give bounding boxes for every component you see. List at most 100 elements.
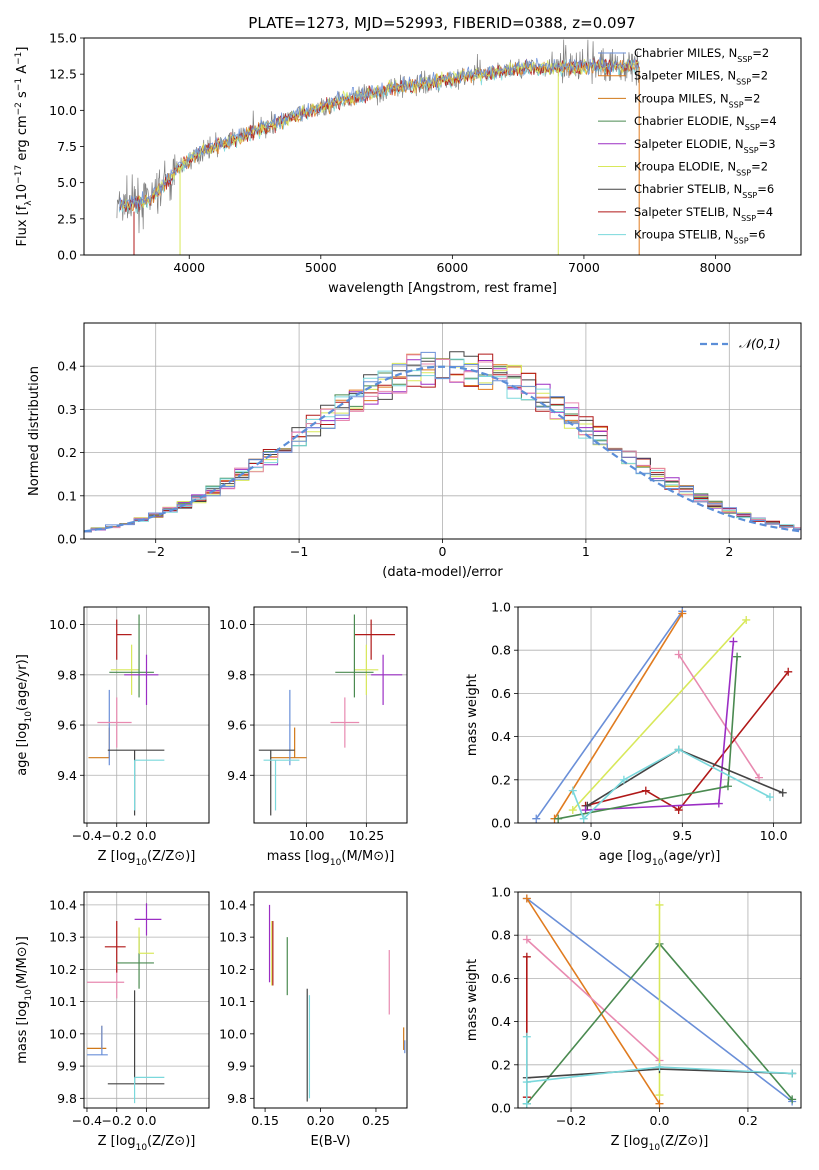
label-part: log [629,1134,649,1149]
legend-text: Kroupa MILES, N [634,91,729,105]
axes-frame [83,37,802,256]
x-tick-label: −0.2 [556,1113,586,1128]
weight-series-line [678,654,760,779]
axes-frame [253,606,408,824]
mass-vs-ebv-plot: 0.15 0.20 0.25 9.8 9.9 10.0 10.1 10.2 10.3 10.4 E(… [219,891,408,1149]
label-part: A [15,65,30,78]
legend-entry: Salpeter ELODIE, NSSP=3 [634,137,776,155]
weight-series-line [526,938,661,1062]
x-tick-label: −1 [290,544,308,559]
label-part: (M/M⊙)] [341,849,394,864]
y-tick-label: 0.4 [57,359,77,374]
y-tick-label: 10.0 [49,1026,77,1041]
y-tick-label: 0.4 [491,729,511,744]
weight-point [674,650,683,659]
massweight-vs-metallicity-plot: −0.2 0.0 0.2 0.0 0.2 0.4 0.6 0.8 1.0 Z [log10(Z/Z… [465,885,802,1153]
label-part: log [15,723,30,743]
weight-point [733,652,742,661]
weight-point [729,637,738,646]
weight-point [522,894,531,903]
y-tick-label: 10.0 [219,617,247,632]
legend-tail: =4 [760,114,777,128]
weight-point [742,615,751,624]
x-axis-label: age [log10(age/yr)] [599,849,721,868]
weight-point [641,786,650,795]
legend-entry: Salpeter STELIB, NSSP=4 [634,205,773,223]
errorbars [258,614,403,816]
weight-point [522,952,531,961]
label-part: 10 [15,184,30,201]
label-part: log [632,849,652,864]
label-part: Flux [f [15,205,30,246]
label-part: mass weight [465,959,480,1041]
errorbar [86,1025,108,1056]
weight-point [655,1099,664,1108]
label-part: (Z/Z⊙)] [147,1134,195,1149]
x-tick-label: 4000 [173,260,205,275]
errorbar [270,727,307,759]
errorbar [263,759,300,811]
label-part: −17 [14,165,24,184]
x-tick-label: −0.4 [72,1113,102,1128]
weight-point [568,806,577,815]
y-axis-label: Flux [fλ10−17 erg cm−2 s−1 A−1] [14,47,34,247]
legend-tail: =6 [757,182,774,196]
errorbar [86,966,125,999]
weight-point [784,667,793,676]
legend-sub: SSP [741,213,756,222]
x-tick-label: 7000 [568,260,600,275]
y-tick-label: 0.6 [491,686,511,701]
weight-point [755,773,764,782]
legend-entry: Chabrier STELIB, NSSP=6 [634,182,774,200]
weight-point [655,1062,664,1071]
legend-text: Kroupa STELIB, N [634,228,734,242]
label-part: (age/yr)] [15,654,30,711]
y-tick-label: 1.0 [491,600,511,615]
errorbar [107,990,165,1085]
axes-frame [517,606,802,824]
legend-sub: SSP [734,236,749,245]
x-tick-label: 0.25 [362,1113,390,1128]
weight-lines [532,607,793,823]
legend-entry: Kroupa ELODIE, NSSP=2 [634,160,768,178]
label-part: mass [ [15,1020,30,1063]
weight-series-line [572,748,771,821]
label-part: erg cm [15,115,30,164]
x-tick-label: −2 [146,544,164,559]
x-axis-label: Z [log10(Z/Z⊙)] [98,849,196,868]
weight-point [674,745,683,754]
figure-title: PLATE=1273, MJD=52993, FIBERID=0388, z=0… [248,14,635,32]
label-part: λ [24,200,34,206]
legend-sub: SSP [742,191,757,200]
errorbar [371,654,403,705]
weight-point [532,814,541,823]
weight-point [788,1095,797,1104]
normal-curve [84,365,801,533]
label-part: ] [15,47,30,52]
weight-lines [522,894,797,1108]
weight-point [788,1069,797,1078]
label-part: s [15,91,30,102]
y-tick-label: 10.1 [49,994,77,1009]
y-tick-label: 10.3 [219,930,247,945]
label-part: log [310,849,330,864]
legend-sub: SSP [729,100,744,109]
weight-point [678,609,687,618]
x-tick-label: 5000 [305,260,337,275]
errorbar [104,921,126,973]
y-tick-label: 7.5 [57,139,77,154]
axes-frame [83,322,802,540]
x-tick-label: 9.0 [581,828,601,843]
x-tick-label: 10.00 [289,828,325,843]
label-part: age [ [599,849,632,864]
errorbar [86,1025,107,1049]
errorbar [116,937,154,989]
label-part: Normed distribution [27,366,42,496]
y-tick-label: 2.5 [57,211,77,226]
legend-entry: Chabrier MILES, NSSP=2 [634,46,769,64]
y-tick-label: 9.8 [57,1091,77,1106]
weight-point [778,788,787,797]
y-axis-label: Normed distribution [27,366,42,496]
legend-tail: =2 [751,160,768,174]
